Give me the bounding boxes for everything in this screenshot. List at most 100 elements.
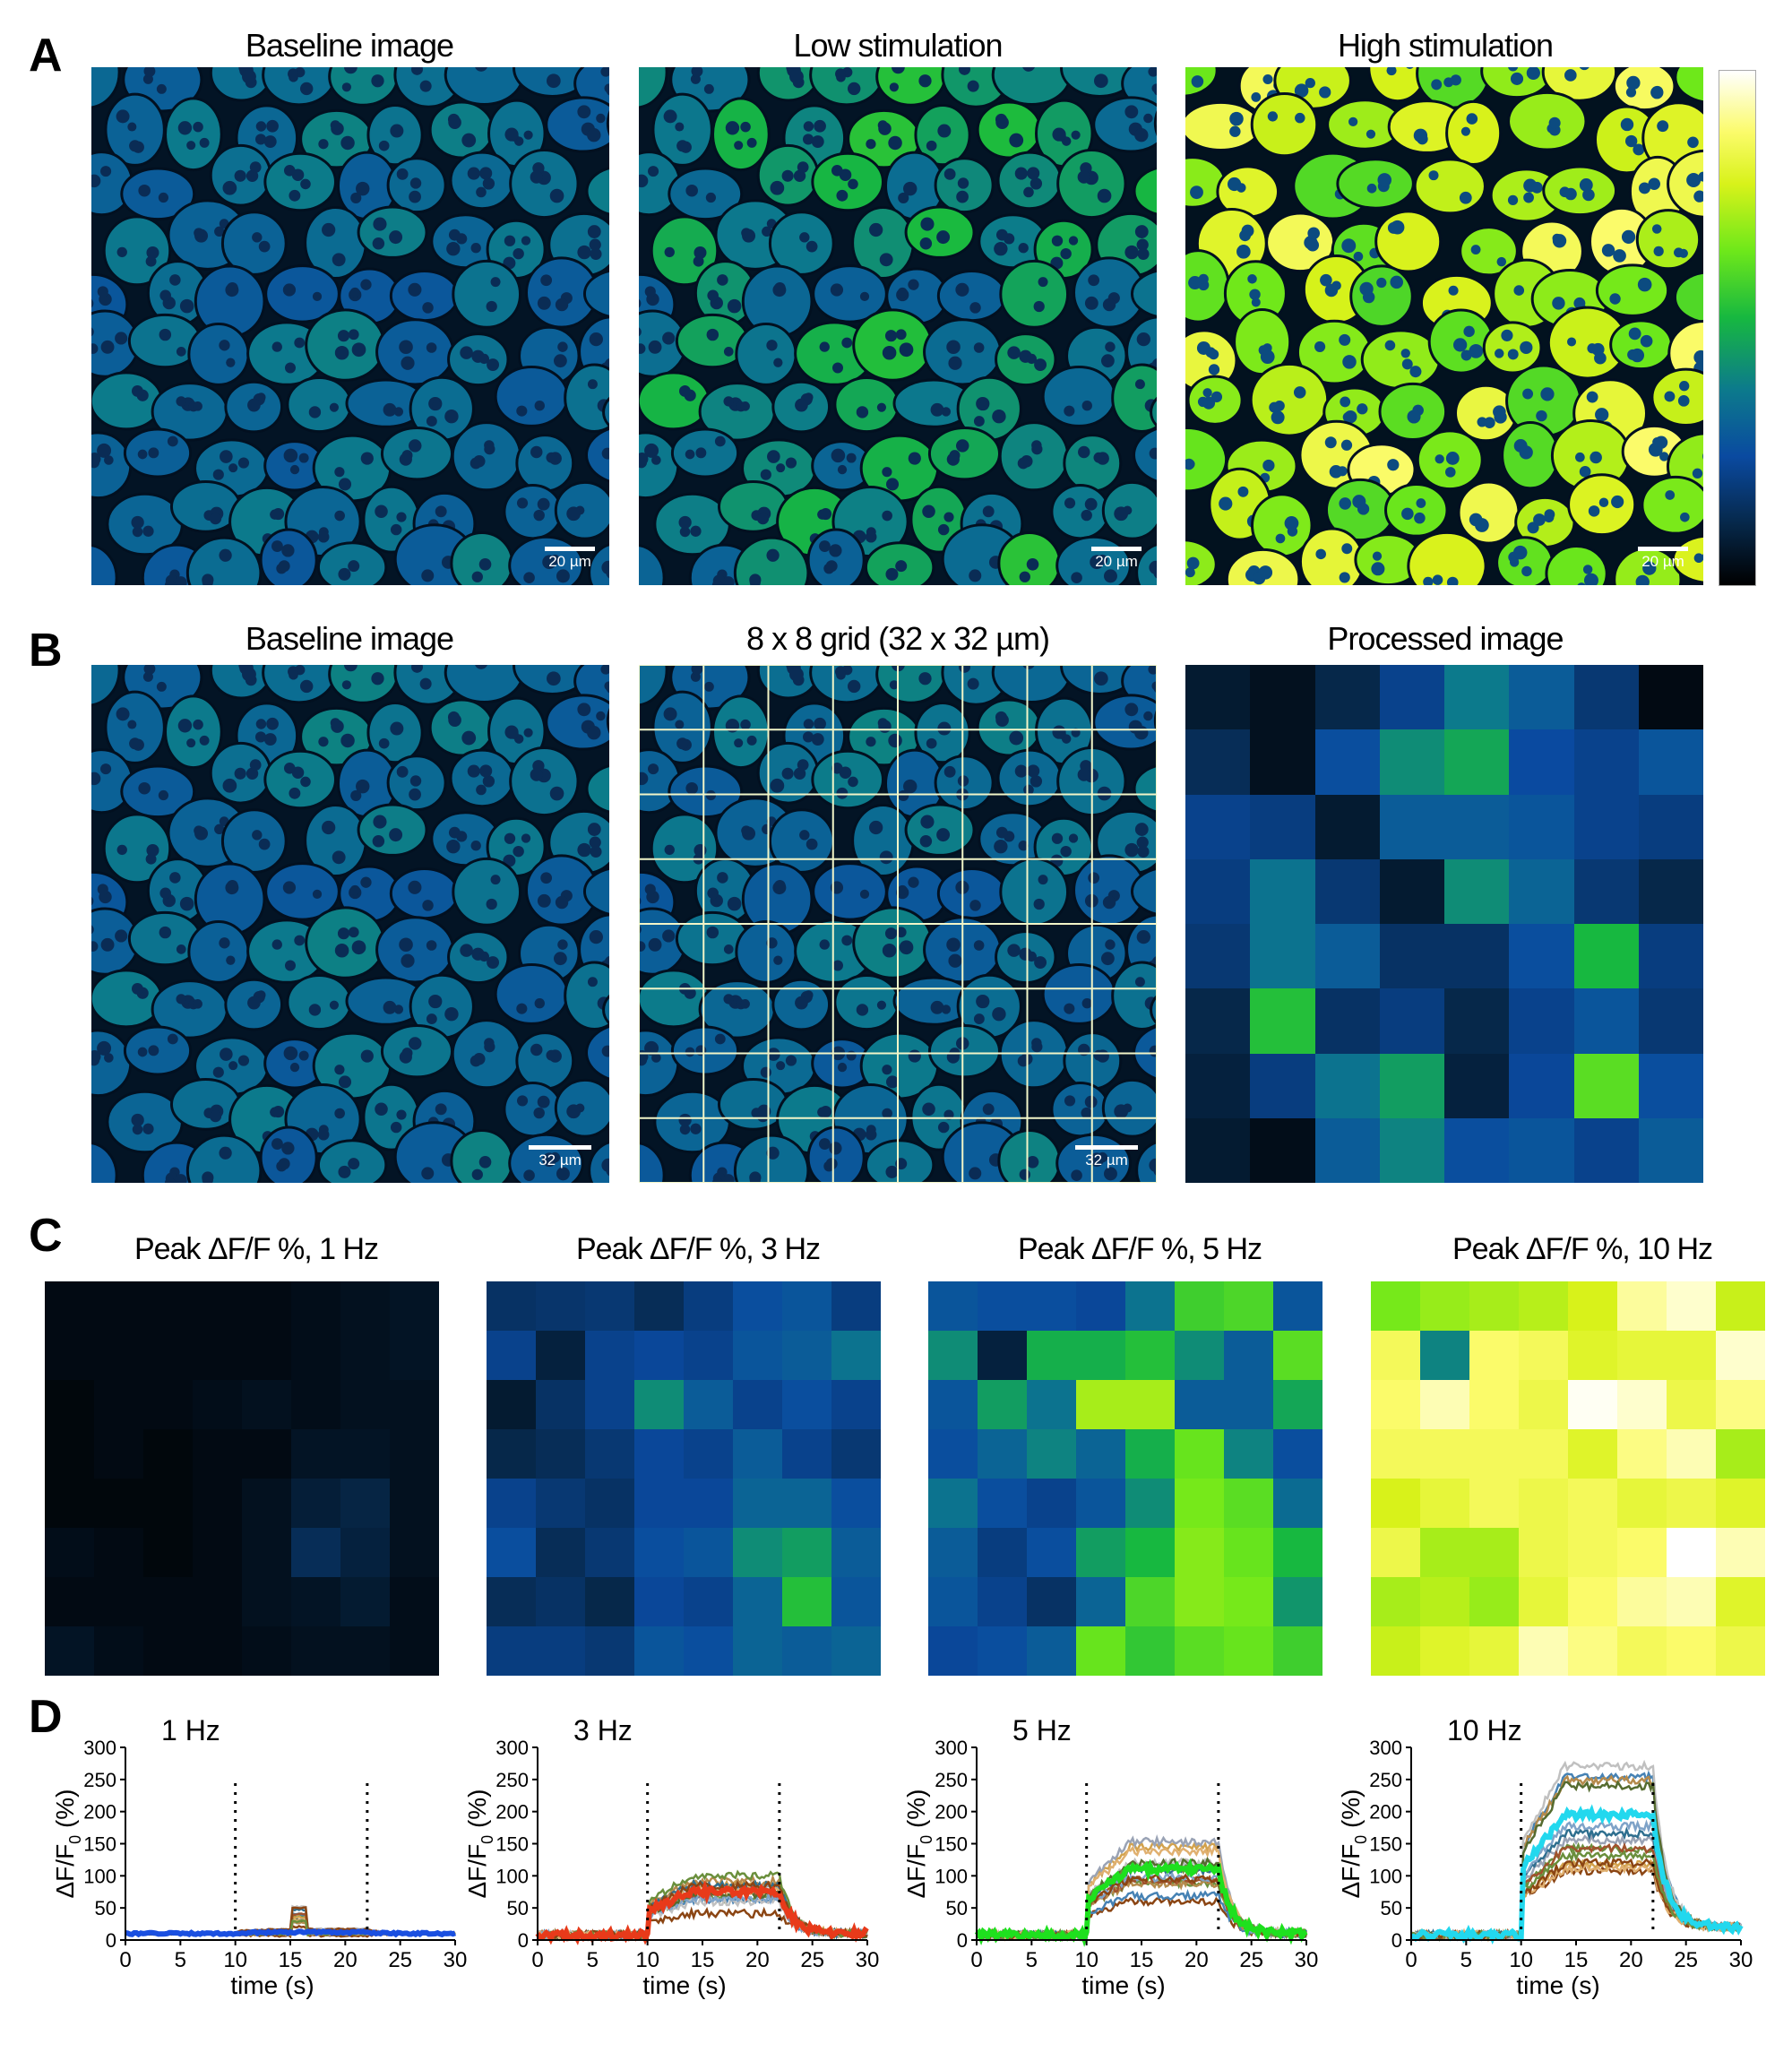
cell-texture	[639, 67, 1157, 585]
trace-highlight	[974, 1858, 1308, 1947]
heatmap-cell	[340, 1281, 390, 1331]
y-axis-label: ΔF/F0 (%)	[1337, 1789, 1370, 1898]
heatmap-cell	[1573, 665, 1639, 730]
y-tick-label: 0	[106, 1929, 116, 1952]
heatmap-cell	[1519, 1281, 1568, 1331]
heatmap-cell	[1175, 1380, 1224, 1429]
heatmap-cell	[1027, 1577, 1076, 1626]
heatmap-cell	[1716, 1479, 1765, 1528]
heatmap-cell	[1667, 1429, 1716, 1479]
heatmap-cell	[1027, 1380, 1076, 1429]
colorbar	[1719, 70, 1756, 586]
heatmap-cell	[1250, 794, 1315, 859]
heatmap-cell	[1125, 1429, 1175, 1479]
heatmap-cell	[1250, 729, 1315, 795]
plot-title: 5 Hz	[1012, 1714, 1072, 1746]
x-tick-label: 5	[587, 1948, 599, 1972]
micrograph-low-stim	[639, 67, 1157, 585]
panel-label-b: B	[29, 625, 63, 677]
heatmap-3hz	[487, 1281, 881, 1676]
heatmap-cell	[291, 1577, 340, 1626]
heatmap-5hz	[928, 1281, 1322, 1676]
heatmap-cell	[1716, 1281, 1765, 1331]
y-tick-label: 300	[495, 1737, 529, 1759]
panel-label-d: D	[29, 1691, 63, 1743]
heatmap-cell	[1250, 924, 1315, 989]
heatmap-cell	[291, 1528, 340, 1577]
cell-texture	[639, 665, 1157, 1183]
y-tick-label: 50	[1381, 1897, 1402, 1919]
panel-a-title-low: Low stimulation	[793, 27, 1003, 64]
heatmap-cell	[978, 1380, 1027, 1429]
y-tick-label: 150	[935, 1833, 968, 1856]
heatmap-cell	[1667, 1626, 1716, 1676]
heatmap-cell	[45, 1577, 94, 1626]
heatmap-cell	[1573, 794, 1639, 859]
x-tick-label: 15	[691, 1948, 715, 1972]
heatmap-cell	[1716, 1331, 1765, 1380]
heatmap-cell	[978, 1331, 1027, 1380]
heatmap-cell	[1076, 1577, 1125, 1626]
heatmap-cell	[1371, 1429, 1420, 1479]
heatmap-cell	[733, 1626, 782, 1676]
heatmap-cell	[1573, 988, 1639, 1054]
heatmap-cell	[1076, 1626, 1125, 1676]
heatmap-cell	[1509, 665, 1574, 730]
heatmap-cell	[1469, 1528, 1519, 1577]
heatmap-cell	[1379, 988, 1444, 1054]
heatmap-cell	[1568, 1281, 1617, 1331]
heatmap-cell	[94, 1429, 143, 1479]
heatmap-cell	[94, 1528, 143, 1577]
heatmap-cell	[536, 1429, 585, 1479]
heatmap-cell	[242, 1331, 291, 1380]
heatmap-cell	[1617, 1528, 1667, 1577]
heatmap-cell	[1076, 1380, 1125, 1429]
x-tick-label: 0	[531, 1948, 543, 1972]
heatmap-cell	[1509, 858, 1574, 924]
heatmap-cell	[634, 1281, 684, 1331]
cell-texture	[1185, 67, 1703, 585]
heatmap-cell	[1224, 1577, 1273, 1626]
cell-texture	[91, 665, 609, 1183]
heatmap-cell	[928, 1626, 978, 1676]
heatmap-cell	[1027, 1479, 1076, 1528]
panel-b-title-baseline: Baseline image	[245, 620, 454, 657]
heatmap-cell	[1371, 1281, 1420, 1331]
heatmap-cell	[1519, 1380, 1568, 1429]
heatmap-cell	[1716, 1577, 1765, 1626]
y-tick-label: 250	[1369, 1769, 1402, 1791]
heatmap-cell	[1314, 1053, 1380, 1118]
heatmap-cell	[1314, 665, 1380, 730]
heatmap-cell	[291, 1380, 340, 1429]
heatmap-cell	[978, 1528, 1027, 1577]
x-tick-label: 5	[1460, 1948, 1472, 1972]
heatmap-cell	[536, 1577, 585, 1626]
x-tick-label: 30	[444, 1948, 468, 1972]
heatmap-cell	[634, 1429, 684, 1479]
heatmap-cell	[1314, 729, 1380, 795]
x-axis-label: time (s)	[642, 1971, 726, 1999]
heatmap-cell	[390, 1380, 439, 1429]
plot-title: 3 Hz	[573, 1714, 633, 1746]
trace-plot-10hz: 10 Hz 0 50 100 150 200 250 300 0 5 10 15 20 25 30 time …	[1337, 1714, 1753, 1999]
heatmap-cell	[340, 1479, 390, 1528]
heatmap-cell	[94, 1626, 143, 1676]
heatmap-cell	[242, 1380, 291, 1429]
heatmap-cell	[1444, 665, 1510, 730]
heatmap-cell	[1314, 988, 1380, 1054]
heatmap-cell	[390, 1528, 439, 1577]
heatmap-cell	[1519, 1479, 1568, 1528]
heatmap-cell	[1379, 729, 1444, 795]
heatmap-cell	[831, 1281, 881, 1331]
heatmap-cell	[1185, 924, 1251, 989]
heatmap-cell	[684, 1577, 733, 1626]
heatmap-cell	[193, 1429, 242, 1479]
heatmap-cell	[1469, 1380, 1519, 1429]
heatmap-cell	[1250, 988, 1315, 1054]
panel-a-title-high: High stimulation	[1337, 27, 1554, 64]
heatmap-cell	[1638, 729, 1703, 795]
heatmap-cell	[1371, 1479, 1420, 1528]
heatmap-cell	[684, 1528, 733, 1577]
heatmap-cell	[1617, 1281, 1667, 1331]
heatmap-cell	[1185, 665, 1251, 730]
